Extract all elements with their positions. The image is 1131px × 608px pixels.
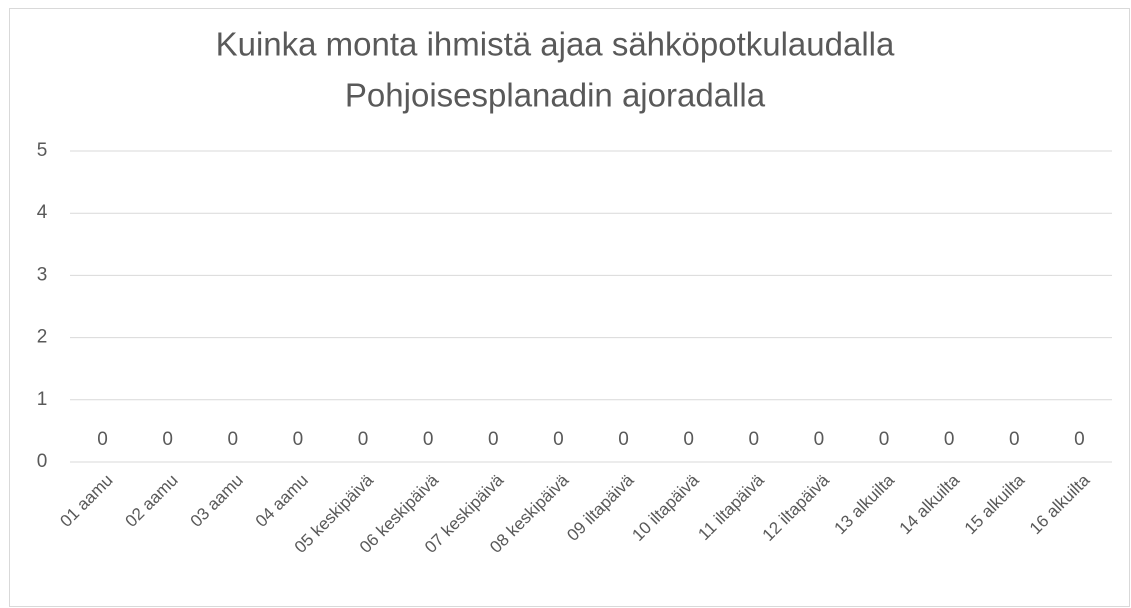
data-label: 0	[162, 429, 173, 450]
data-label: 0	[97, 429, 108, 450]
y-tick-label: 1	[37, 389, 48, 410]
data-label: 0	[553, 429, 564, 450]
data-label: 0	[488, 429, 499, 450]
y-tick-label: 2	[37, 327, 48, 348]
chart-title: Pohjoisesplanadin ajoradalla	[345, 77, 766, 114]
y-tick-label: 4	[37, 202, 48, 223]
y-tick-label: 5	[37, 140, 48, 161]
chart-border	[9, 8, 1130, 607]
data-label: 0	[683, 429, 694, 450]
y-tick-label: 0	[37, 451, 48, 472]
data-label: 0	[293, 429, 304, 450]
data-label: 0	[228, 429, 239, 450]
data-label: 0	[423, 429, 434, 450]
y-tick-label: 3	[37, 264, 48, 285]
data-label: 0	[749, 429, 760, 450]
data-label: 0	[618, 429, 629, 450]
data-label: 0	[944, 429, 955, 450]
data-label: 0	[879, 429, 890, 450]
data-label: 0	[814, 429, 825, 450]
chart-title: Kuinka monta ihmistä ajaa sähköpotkulaud…	[216, 26, 895, 63]
data-label: 0	[1074, 429, 1085, 450]
data-label: 0	[358, 429, 369, 450]
data-label: 0	[1009, 429, 1020, 450]
